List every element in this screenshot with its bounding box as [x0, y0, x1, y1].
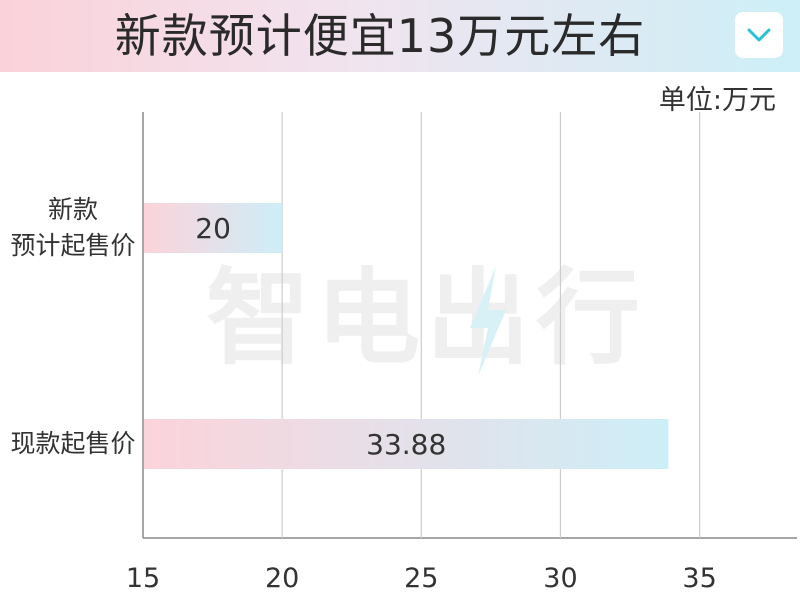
- watermark-text: 智电出行: [205, 257, 646, 379]
- bar: [144, 203, 283, 253]
- x-tick-label: 20: [265, 563, 299, 594]
- header-banner: 新款预计便宜13万元左右: [0, 0, 800, 72]
- x-tick-label: 15: [126, 563, 160, 594]
- dropdown-button[interactable]: [735, 12, 783, 58]
- category-label-line: 预计起售价: [10, 231, 136, 260]
- category-label-line: 新款: [47, 195, 98, 224]
- x-tick-label: 35: [682, 563, 716, 594]
- category-label: 新款 预计起售价: [0, 192, 146, 264]
- watermark: 智电出行: [186, 258, 666, 378]
- bar: [144, 419, 669, 469]
- chevron-down-icon: [747, 28, 771, 42]
- x-tick-label: 30: [543, 563, 577, 594]
- x-tick-label: 25: [404, 563, 438, 594]
- bar-value-label: 33.88: [366, 428, 446, 461]
- bar-value-label: 20: [195, 212, 231, 245]
- unit-label: 单位:万元: [658, 85, 776, 116]
- category-label: 现款起售价: [0, 426, 146, 462]
- lightning-bolt-icon: [470, 266, 506, 376]
- page-title: 新款预计便宜13万元左右: [114, 9, 646, 63]
- category-label-line: 现款起售价: [10, 429, 136, 458]
